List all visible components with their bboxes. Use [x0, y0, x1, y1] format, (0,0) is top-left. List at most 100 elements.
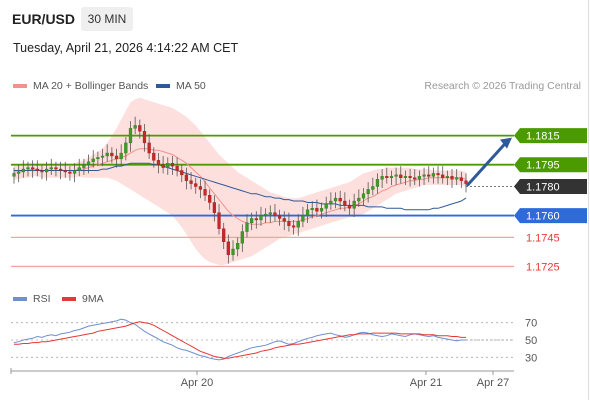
- candle-body: [44, 168, 49, 173]
- candle-body: [455, 177, 459, 180]
- candle-body: [417, 176, 422, 180]
- candle-body: [147, 142, 151, 154]
- candle-body: [319, 208, 324, 212]
- candle-body: [273, 212, 277, 216]
- candle-body: [68, 171, 72, 174]
- candle-body: [254, 218, 258, 221]
- level-label-1.1795: 1.1795: [526, 160, 560, 172]
- level-label-1.1745: 1.1745: [526, 232, 560, 244]
- candle-body: [459, 177, 463, 181]
- chart-datetime: Tuesday, April 21, 2026 4:14:22 AM CET: [13, 41, 239, 55]
- candle-body: [445, 176, 449, 178]
- candle-body: [436, 173, 440, 176]
- candle-body: [413, 177, 417, 180]
- candle-body: [408, 176, 412, 178]
- candle-body: [282, 218, 286, 222]
- level-label-1.1815: 1.1815: [526, 131, 560, 143]
- rsi-ma-swatch: [62, 297, 76, 301]
- candle-body: [119, 152, 123, 160]
- level-label-1.1780: 1.1780: [526, 182, 560, 194]
- candle-body: [245, 222, 249, 232]
- candle-body: [287, 221, 291, 226]
- candle-body: [329, 200, 333, 205]
- candle-body: [371, 186, 375, 190]
- candle-body: [222, 228, 226, 242]
- candle-body: [189, 180, 193, 184]
- moving-averages-layer: [14, 148, 467, 225]
- candle-body: [357, 197, 361, 202]
- candle-body: [105, 152, 109, 157]
- candle-body: [82, 164, 86, 168]
- candle-body: [96, 157, 100, 160]
- ma50-label: MA 50: [176, 80, 206, 92]
- candle-body: [343, 200, 347, 206]
- candle-body: [263, 213, 268, 216]
- candle-body: [389, 176, 394, 178]
- candle-body: [226, 241, 230, 256]
- rsi-tick-70: 70: [525, 318, 537, 330]
- candle-body: [203, 189, 207, 196]
- candle-body: [133, 125, 137, 129]
- rsi-panel: 70 50 30: [11, 318, 537, 364]
- candle-body: [333, 197, 338, 202]
- ma20-label: MA 20 + Bollinger Bands: [33, 80, 149, 92]
- candle-body: [268, 212, 272, 215]
- candle-body: [208, 195, 212, 203]
- candle-body: [77, 167, 81, 171]
- candle-body: [86, 161, 91, 165]
- candle-body: [259, 215, 263, 221]
- candle-body: [450, 176, 454, 180]
- candle-body: [198, 186, 203, 190]
- currency-pair: EUR/USD: [12, 11, 76, 27]
- candle-body: [100, 155, 105, 158]
- projection-arrow-shaft: [466, 141, 508, 187]
- ma50-line: [14, 162, 467, 211]
- candle-body: [161, 164, 165, 168]
- candle-body: [35, 168, 39, 171]
- candle-body: [63, 170, 67, 173]
- candle-body: [91, 158, 95, 162]
- candle-body: [375, 179, 380, 187]
- candle-body: [212, 202, 217, 213]
- candle-body: [26, 167, 30, 170]
- candle-body: [250, 218, 254, 224]
- candle-body: [347, 205, 352, 209]
- candle-body: [194, 183, 198, 187]
- rsi-line: [13, 318, 466, 361]
- candles-layer: [12, 116, 468, 264]
- candle-body: [40, 170, 44, 173]
- candle-body: [366, 189, 370, 194]
- candle-body: [170, 163, 175, 167]
- candle-body: [296, 221, 300, 228]
- candle-body: [385, 176, 389, 178]
- candle-body: [175, 165, 179, 171]
- candle-body: [236, 242, 240, 250]
- candle-body: [431, 173, 436, 177]
- rsi-swatch: [13, 297, 27, 301]
- candle-body: [441, 174, 445, 178]
- time-tick-label: Apr 21: [410, 377, 442, 389]
- rsi-label: RSI: [33, 293, 51, 305]
- level-label-1.1725: 1.1725: [526, 261, 560, 273]
- rsi-ma-label: 9MA: [82, 293, 104, 305]
- candle-body: [31, 167, 35, 170]
- candle-body: [184, 174, 189, 181]
- candle-body: [291, 225, 296, 228]
- candle-body: [180, 170, 184, 176]
- candle-body: [49, 167, 53, 170]
- candle-body: [72, 170, 77, 174]
- candle-body: [12, 173, 16, 177]
- candle-body: [110, 152, 114, 157]
- candle-body: [17, 171, 21, 174]
- candle-body: [324, 203, 328, 209]
- legend-rsi: RSI: [13, 293, 51, 305]
- timeframe-button[interactable]: 30 MIN: [81, 7, 133, 31]
- rsi-ma-line: [14, 321, 466, 359]
- candle-body: [156, 160, 161, 165]
- candle-body: [315, 208, 319, 212]
- candle-body: [277, 215, 282, 219]
- candle-body: [58, 168, 63, 171]
- level-tag-1.1760: [514, 208, 587, 224]
- ma20-swatch: [13, 84, 27, 88]
